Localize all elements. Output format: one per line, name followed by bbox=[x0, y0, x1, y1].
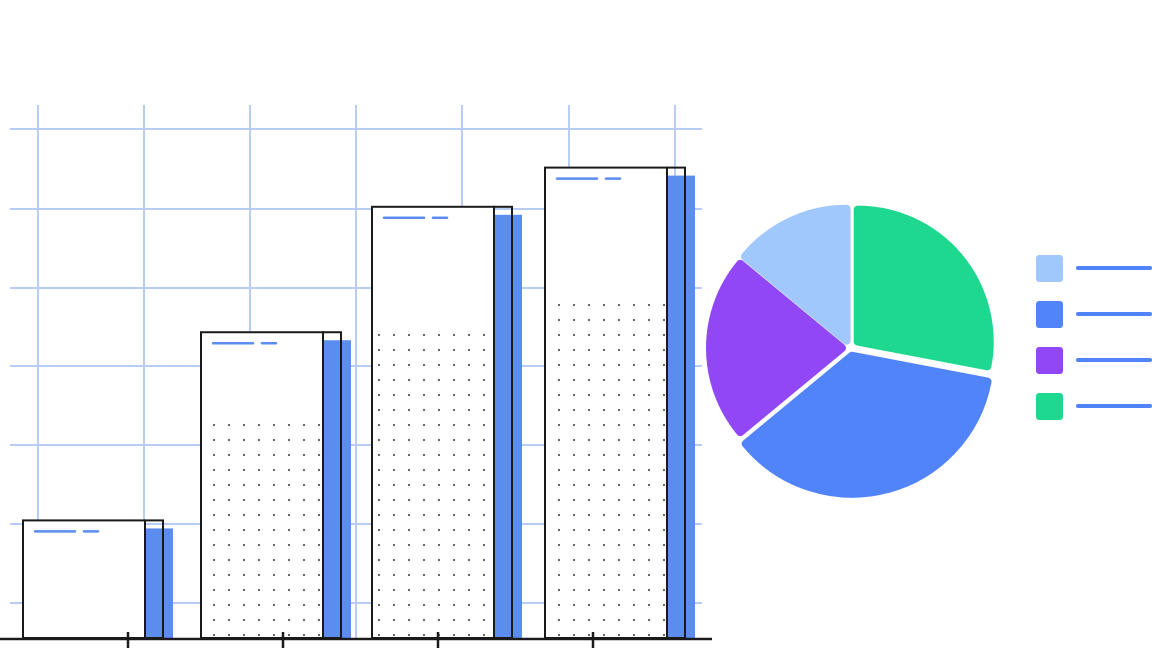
bar-4 bbox=[544, 166, 695, 639]
legend-swatch bbox=[1036, 347, 1063, 374]
bar-shadow bbox=[667, 175, 695, 638]
legend-item-4 bbox=[1036, 393, 1152, 420]
bar-shadow bbox=[145, 528, 173, 638]
bar-dot-fill bbox=[547, 299, 665, 638]
bar-1 bbox=[22, 519, 173, 640]
pie-chart bbox=[706, 204, 994, 498]
legend-swatch bbox=[1036, 393, 1063, 420]
bar-shadow bbox=[494, 214, 522, 639]
legend-item-1 bbox=[1036, 255, 1152, 282]
legend-item-2 bbox=[1036, 301, 1152, 328]
bar-3 bbox=[371, 205, 522, 640]
bar-2 bbox=[200, 331, 351, 639]
bar-dot-fill bbox=[203, 417, 321, 638]
pie-slice-2 bbox=[741, 351, 992, 498]
pie-slice-3 bbox=[706, 259, 846, 437]
legend-swatch bbox=[1036, 255, 1063, 282]
bar-series bbox=[22, 166, 695, 640]
pie-slice-1 bbox=[740, 204, 851, 345]
legend-swatch bbox=[1036, 301, 1063, 328]
bar-body bbox=[22, 519, 146, 640]
bar-shadow bbox=[323, 340, 351, 638]
pie-slice-4 bbox=[853, 205, 994, 371]
x-axis bbox=[0, 632, 712, 648]
pie-legend bbox=[1036, 255, 1152, 420]
legend-item-3 bbox=[1036, 347, 1152, 374]
bar-dot-fill bbox=[374, 327, 492, 638]
